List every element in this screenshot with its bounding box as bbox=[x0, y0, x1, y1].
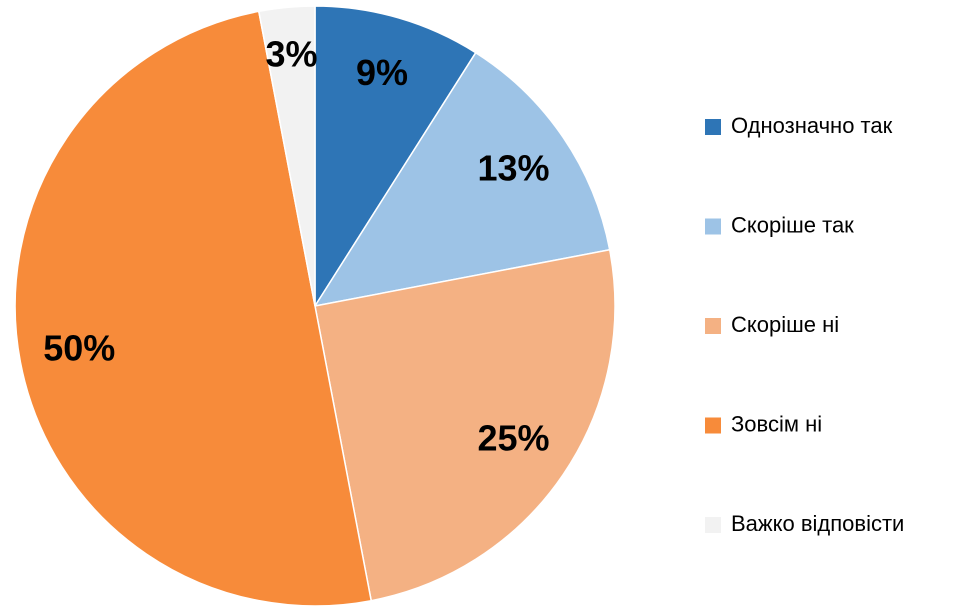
data-label: 9% bbox=[356, 52, 408, 93]
legend-swatch bbox=[705, 318, 721, 334]
data-label: 25% bbox=[477, 417, 549, 458]
data-label: 13% bbox=[477, 148, 549, 189]
pie-slice bbox=[314, 248, 616, 602]
legend-swatch bbox=[705, 417, 721, 434]
legend-label: Скоріше ні bbox=[731, 312, 839, 337]
pie-slice bbox=[257, 5, 316, 307]
legend-label: Зовсім ні bbox=[731, 411, 822, 436]
pie-slice bbox=[14, 10, 373, 607]
legend-label: Однозначно так bbox=[731, 113, 893, 138]
data-label: 3% bbox=[265, 34, 317, 75]
pie-slice bbox=[314, 5, 477, 309]
pie-slice bbox=[313, 51, 611, 308]
legend-swatch bbox=[705, 218, 721, 235]
legend-swatch bbox=[705, 119, 721, 135]
legend-label: Скоріше так bbox=[731, 212, 854, 237]
legend-swatch bbox=[705, 517, 721, 533]
legend-label: Важко відповісти bbox=[731, 511, 904, 536]
data-label: 50% bbox=[43, 327, 115, 368]
